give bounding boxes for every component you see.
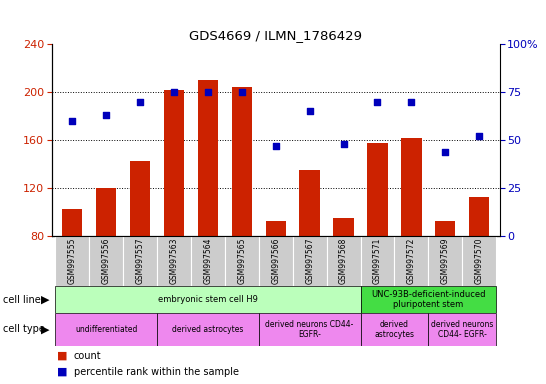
Text: ■: ■ [57, 366, 68, 377]
Point [339, 141, 348, 147]
Text: GSM997571: GSM997571 [373, 238, 382, 284]
Point [475, 133, 484, 139]
Bar [96, 188, 116, 236]
Bar [62, 209, 82, 236]
Point [102, 112, 110, 118]
Bar [360, 313, 429, 346]
Bar [334, 218, 354, 236]
Text: percentile rank within the sample: percentile rank within the sample [74, 366, 239, 377]
Point [170, 89, 179, 95]
Text: GSM997555: GSM997555 [68, 238, 77, 285]
Bar [394, 236, 429, 286]
Point [373, 99, 382, 105]
Text: derived neurons CD44-
EGFR-: derived neurons CD44- EGFR- [265, 319, 354, 339]
Text: derived neurons
CD44- EGFR-: derived neurons CD44- EGFR- [431, 319, 494, 339]
Bar [164, 90, 184, 236]
Point [238, 89, 246, 95]
Bar [191, 236, 225, 286]
Bar [265, 220, 286, 236]
Text: GSM997563: GSM997563 [169, 238, 179, 285]
Text: count: count [74, 351, 102, 361]
Bar [429, 236, 462, 286]
Bar [299, 170, 320, 236]
Point [441, 149, 450, 155]
Text: ▶: ▶ [40, 324, 49, 334]
Text: GSM997572: GSM997572 [407, 238, 416, 284]
Bar [225, 236, 259, 286]
Bar [259, 236, 293, 286]
Bar [401, 138, 422, 236]
Bar [360, 236, 394, 286]
Text: GSM997564: GSM997564 [204, 238, 212, 285]
Point [136, 99, 145, 105]
Bar [55, 286, 360, 313]
Bar [198, 80, 218, 236]
Bar [429, 313, 496, 346]
Bar [259, 313, 360, 346]
Text: GSM997567: GSM997567 [305, 238, 314, 285]
Point [407, 99, 416, 105]
Text: ▶: ▶ [40, 295, 49, 305]
Bar [89, 236, 123, 286]
Bar [360, 286, 496, 313]
Text: cell type: cell type [3, 324, 45, 334]
Bar [293, 236, 327, 286]
Bar [157, 236, 191, 286]
Bar [367, 142, 388, 236]
Bar [55, 313, 157, 346]
Bar [435, 220, 455, 236]
Bar [123, 236, 157, 286]
Text: undifferentiated: undifferentiated [75, 325, 138, 334]
Bar [130, 161, 150, 236]
Text: GSM997556: GSM997556 [102, 238, 111, 285]
Bar [462, 236, 496, 286]
Text: derived astrocytes: derived astrocytes [172, 325, 244, 334]
Text: GSM997568: GSM997568 [339, 238, 348, 284]
Bar [327, 236, 360, 286]
Text: GSM997570: GSM997570 [474, 238, 484, 285]
Point [204, 89, 212, 95]
Point [68, 118, 76, 124]
Bar [157, 313, 259, 346]
Text: embryonic stem cell H9: embryonic stem cell H9 [158, 295, 258, 304]
Text: GSM997565: GSM997565 [238, 238, 246, 285]
Text: ■: ■ [57, 351, 68, 361]
Text: derived
astrocytes: derived astrocytes [375, 319, 414, 339]
Bar [232, 88, 252, 236]
Text: GSM997566: GSM997566 [271, 238, 280, 285]
Bar [469, 197, 489, 236]
Point [305, 108, 314, 114]
Title: GDS4669 / ILMN_1786429: GDS4669 / ILMN_1786429 [189, 28, 362, 41]
Point [271, 143, 280, 149]
Text: cell line: cell line [3, 295, 40, 305]
Text: UNC-93B-deficient-induced
pluripotent stem: UNC-93B-deficient-induced pluripotent st… [371, 290, 485, 309]
Text: GSM997557: GSM997557 [135, 238, 145, 285]
Bar [55, 236, 89, 286]
Text: GSM997569: GSM997569 [441, 238, 450, 285]
